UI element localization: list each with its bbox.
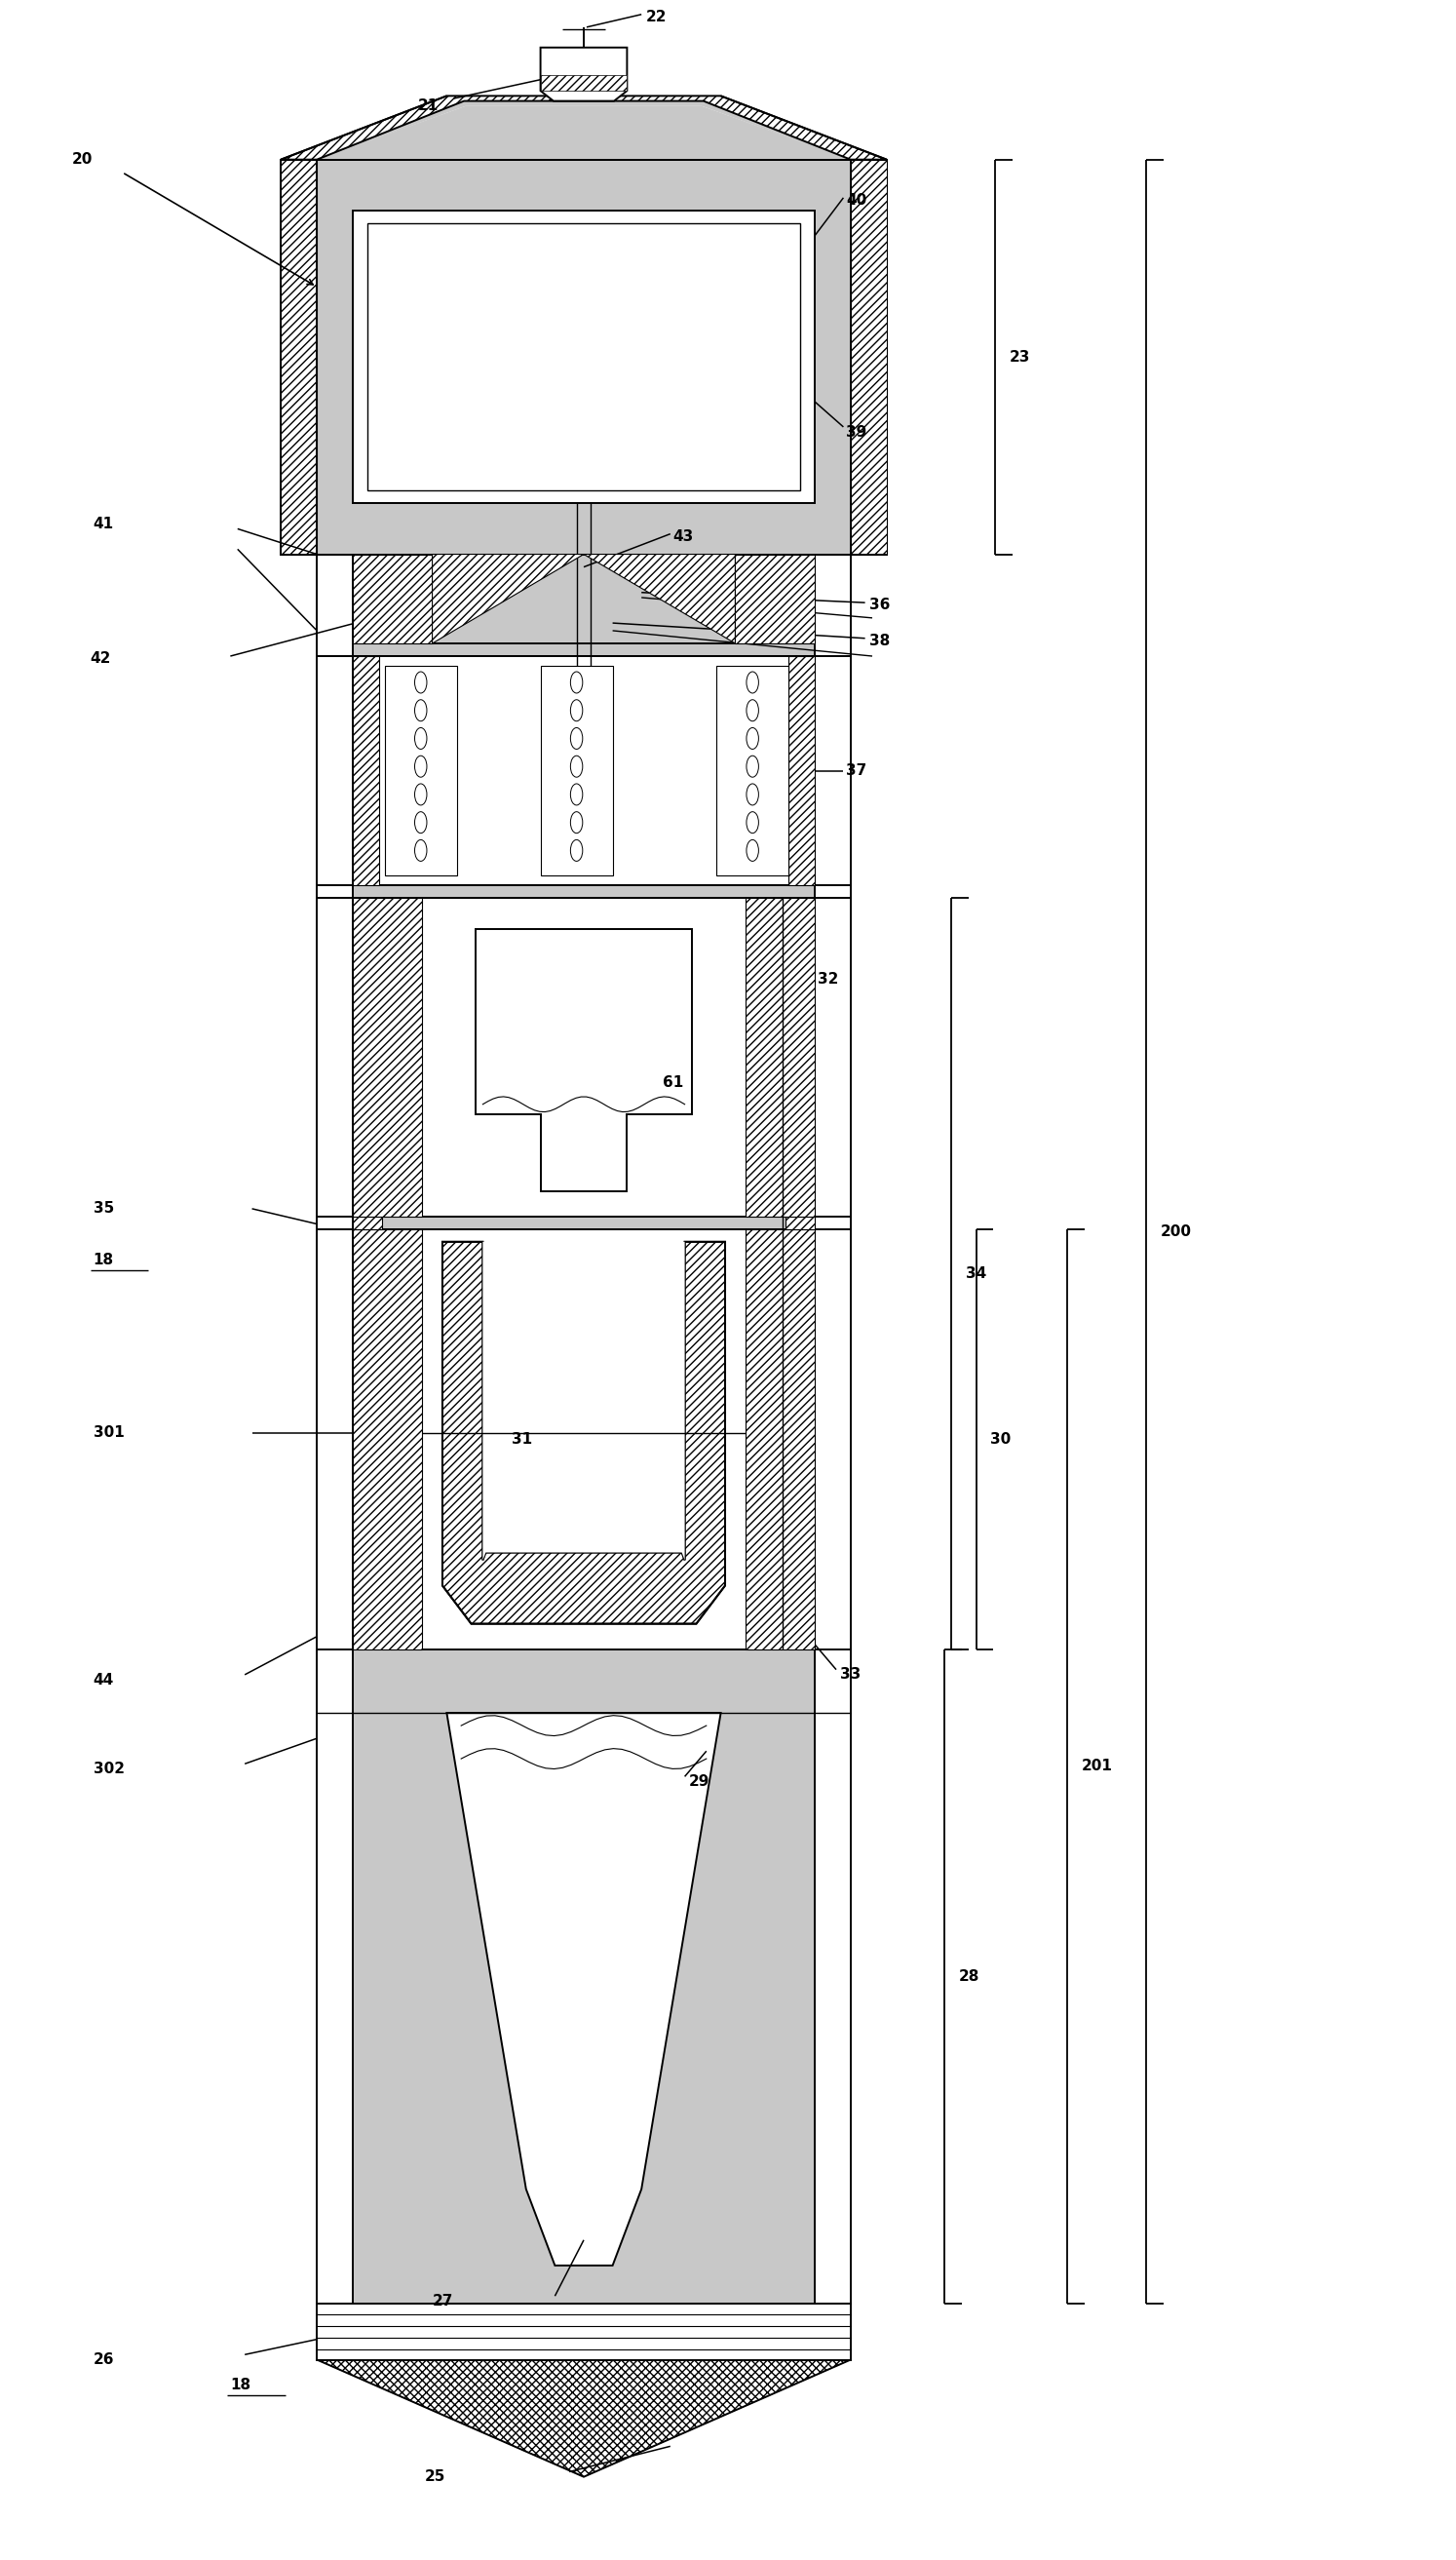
Bar: [317, 2304, 850, 2360]
Polygon shape: [476, 929, 692, 1190]
Circle shape: [415, 812, 427, 832]
Text: 28: 28: [960, 1969, 980, 1984]
Bar: [317, 556, 352, 2304]
Bar: [735, 556, 814, 643]
Text: 36: 36: [869, 599, 890, 612]
Bar: [281, 159, 887, 556]
Bar: [367, 223, 801, 492]
Text: 22: 22: [646, 10, 667, 23]
Circle shape: [747, 812, 759, 832]
Text: 43: 43: [673, 530, 695, 543]
Circle shape: [571, 783, 582, 806]
Text: 18: 18: [93, 1252, 114, 1267]
Text: 38: 38: [869, 632, 890, 648]
Text: 61: 61: [662, 1075, 684, 1091]
Bar: [716, 666, 789, 876]
Text: 25: 25: [425, 2470, 446, 2483]
Circle shape: [571, 840, 582, 860]
Polygon shape: [281, 95, 887, 159]
Polygon shape: [540, 77, 628, 90]
Circle shape: [571, 699, 582, 722]
Bar: [317, 556, 850, 2304]
Circle shape: [415, 671, 427, 694]
Text: 34: 34: [965, 1267, 987, 1280]
Circle shape: [571, 727, 582, 750]
Bar: [786, 1216, 814, 1229]
Bar: [281, 159, 317, 556]
Bar: [850, 159, 887, 556]
Text: 23: 23: [1009, 351, 1029, 364]
Polygon shape: [447, 1713, 721, 2266]
Bar: [422, 899, 745, 1216]
Bar: [352, 556, 814, 643]
Bar: [352, 556, 432, 643]
Text: 200: 200: [1160, 1224, 1192, 1239]
Circle shape: [415, 755, 427, 778]
Bar: [352, 1649, 814, 1713]
Text: 18: 18: [230, 2378, 250, 2394]
Bar: [352, 655, 814, 886]
Text: 26: 26: [93, 2353, 114, 2368]
Polygon shape: [317, 105, 850, 159]
Circle shape: [415, 699, 427, 722]
Text: 42: 42: [90, 650, 111, 666]
Text: 20: 20: [71, 151, 93, 166]
Bar: [745, 899, 814, 1216]
Polygon shape: [317, 100, 850, 159]
Text: 31: 31: [511, 1431, 533, 1446]
Text: 27: 27: [432, 2294, 453, 2309]
Bar: [352, 655, 379, 886]
Bar: [384, 666, 457, 876]
Polygon shape: [483, 1242, 684, 1559]
Circle shape: [747, 727, 759, 750]
Circle shape: [747, 783, 759, 806]
Circle shape: [415, 727, 427, 750]
Text: 40: 40: [846, 192, 866, 207]
Text: 44: 44: [93, 1672, 114, 1687]
Circle shape: [571, 671, 582, 694]
Bar: [352, 1649, 814, 2304]
Circle shape: [415, 840, 427, 860]
Bar: [540, 666, 613, 876]
Bar: [789, 655, 814, 886]
Polygon shape: [540, 49, 628, 100]
Polygon shape: [432, 556, 584, 643]
Bar: [352, 1229, 422, 1649]
Bar: [352, 1229, 814, 1649]
Text: 35: 35: [93, 1201, 114, 1216]
Circle shape: [747, 755, 759, 778]
Text: 21: 21: [418, 100, 438, 113]
Bar: [352, 899, 814, 1216]
Text: 41: 41: [93, 517, 114, 530]
Circle shape: [747, 671, 759, 694]
Bar: [745, 1229, 814, 1649]
Circle shape: [415, 783, 427, 806]
Polygon shape: [584, 556, 735, 643]
Text: 30: 30: [990, 1431, 1012, 1446]
Bar: [814, 556, 850, 2304]
Bar: [422, 1229, 745, 1649]
Text: 201: 201: [1082, 1759, 1112, 1774]
Polygon shape: [317, 2360, 850, 2478]
Text: 39: 39: [846, 425, 866, 440]
Text: 32: 32: [817, 973, 839, 986]
Bar: [352, 1216, 381, 1229]
Text: 33: 33: [840, 1667, 860, 1682]
Polygon shape: [443, 1242, 725, 1623]
Circle shape: [571, 812, 582, 832]
Text: 37: 37: [846, 763, 866, 778]
Bar: [352, 210, 814, 504]
Bar: [352, 899, 422, 1216]
Circle shape: [747, 840, 759, 860]
Text: 302: 302: [93, 1761, 125, 1777]
Circle shape: [571, 755, 582, 778]
Text: 301: 301: [93, 1426, 124, 1441]
Circle shape: [747, 699, 759, 722]
Text: 29: 29: [689, 1774, 711, 1789]
